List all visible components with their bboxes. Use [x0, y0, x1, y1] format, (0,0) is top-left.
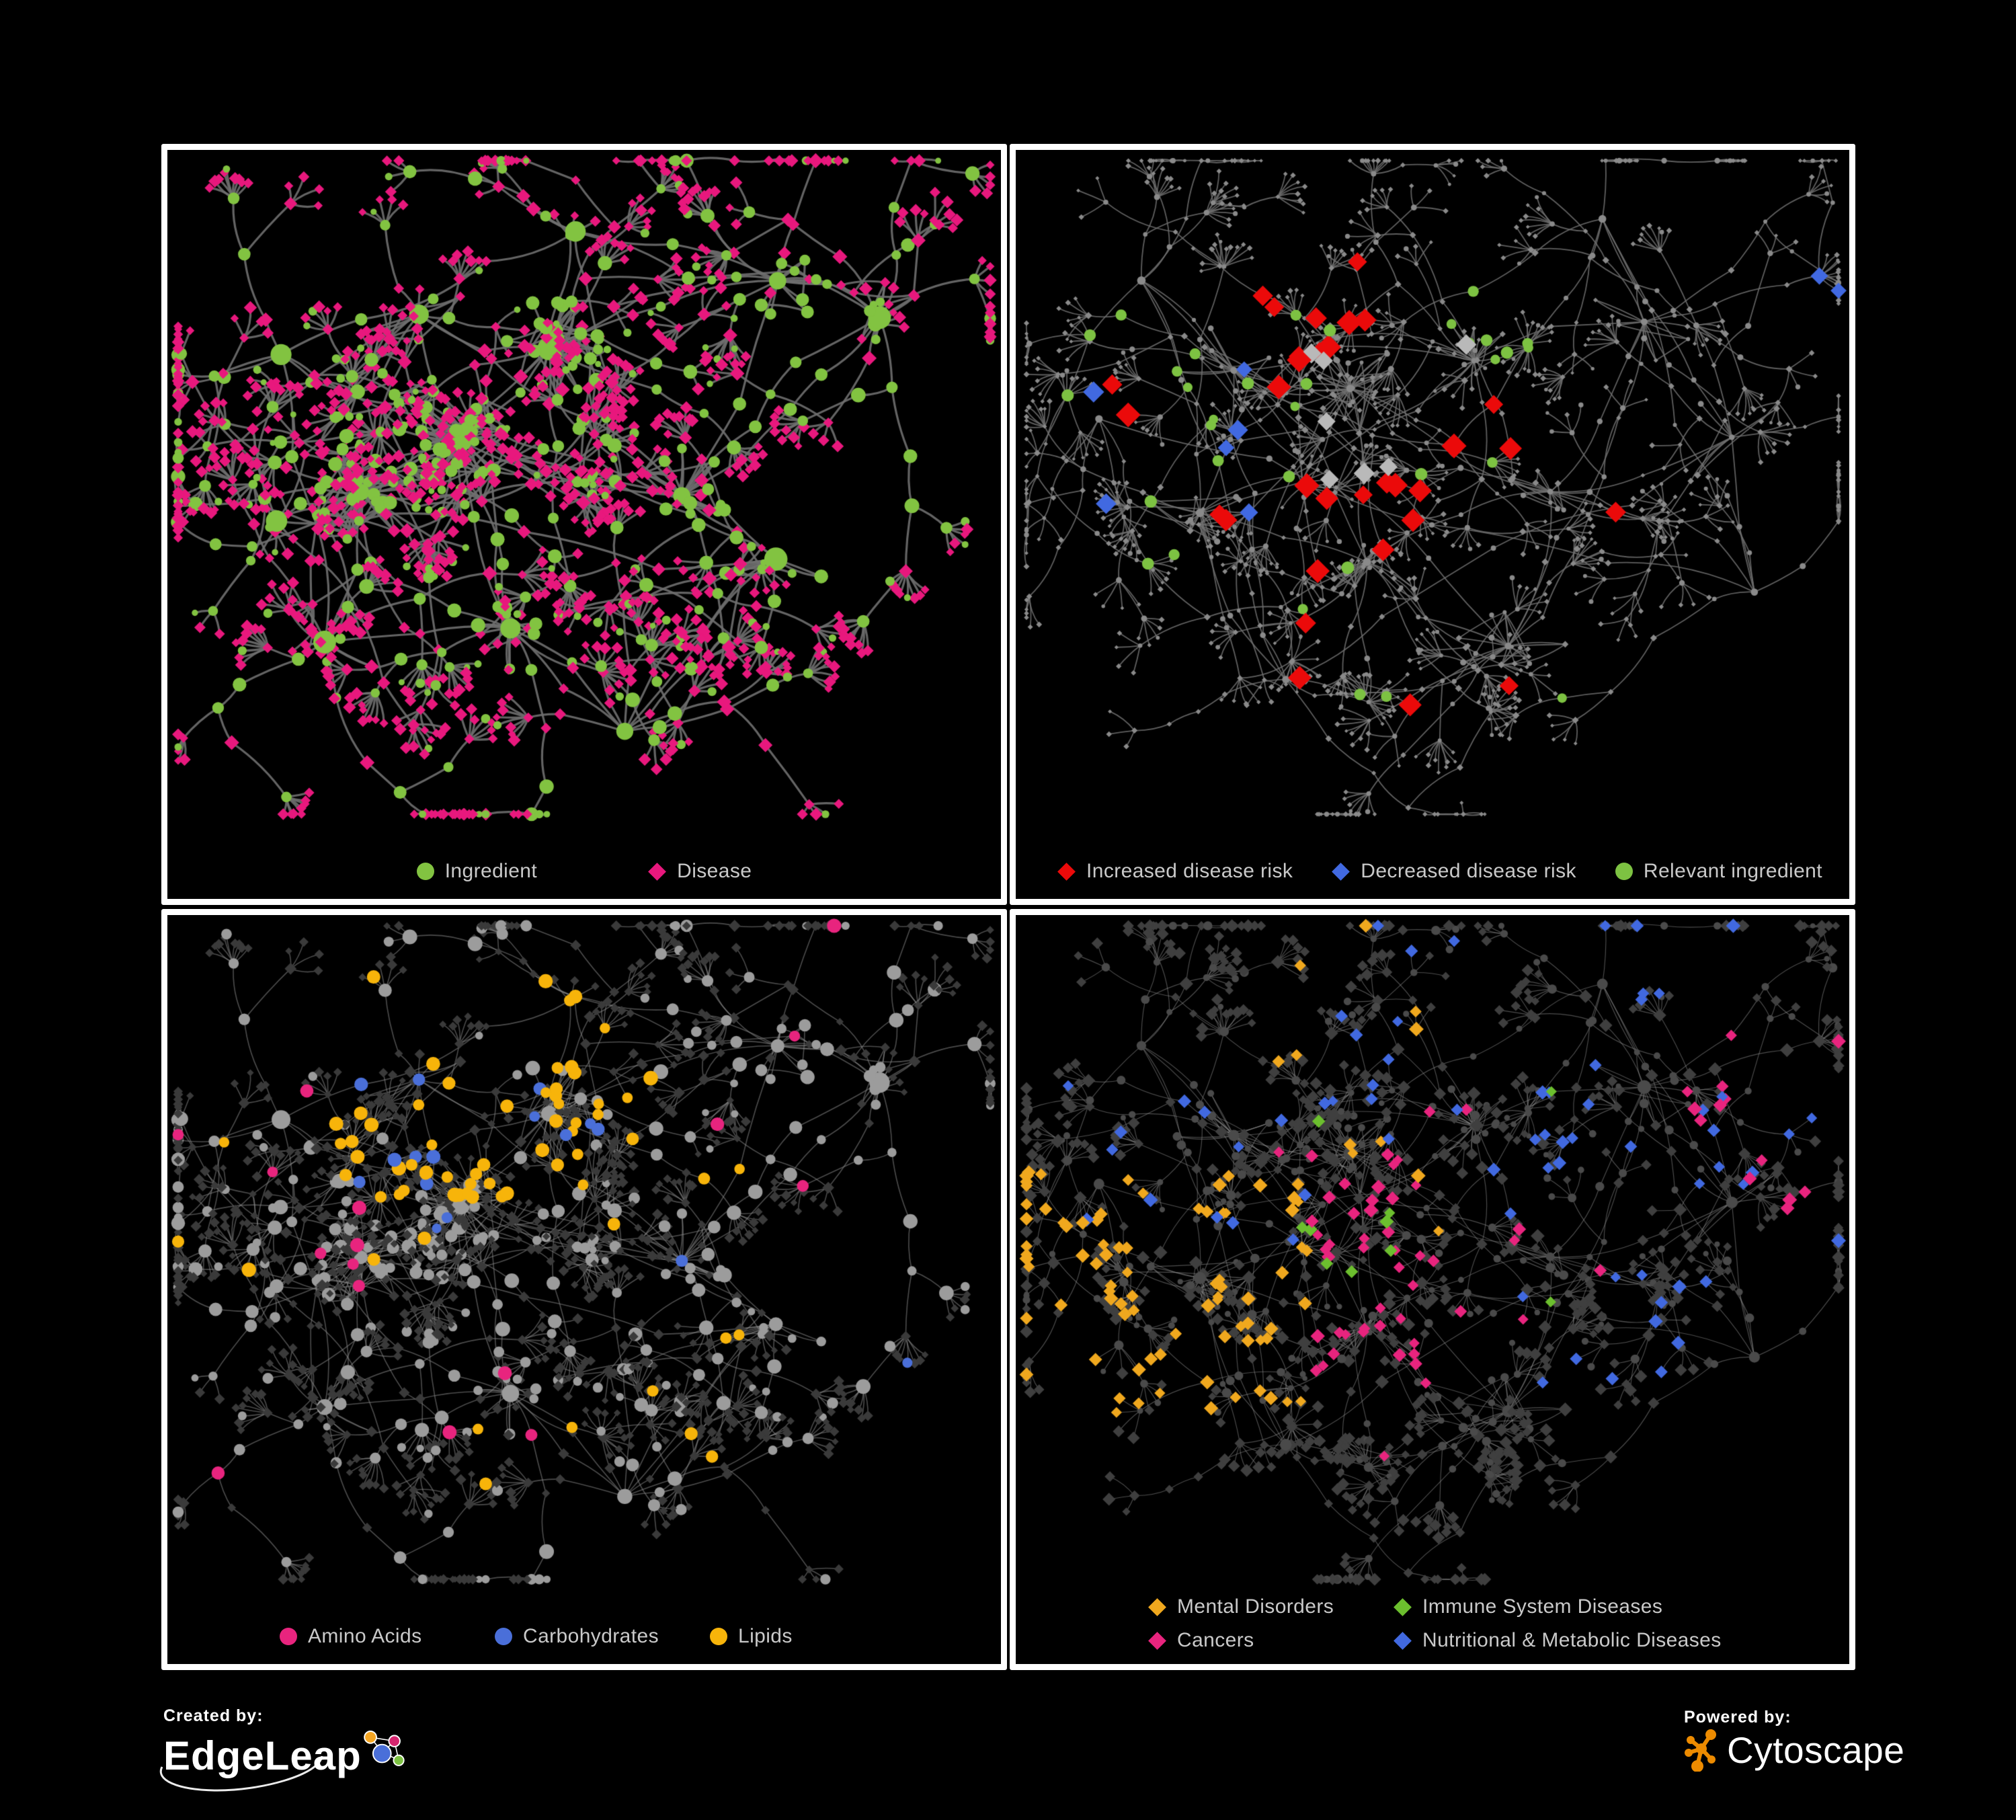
legend-nutrient-classes: Amino Acids Carbohydrates Lipids	[175, 1625, 993, 1648]
legend-item-amino-acids: Amino Acids	[280, 1625, 495, 1648]
legend-item-relevant-ingredient: Relevant ingredient	[1615, 860, 1822, 883]
circle-swatch	[416, 863, 434, 880]
legend-label: Carbohydrates	[523, 1625, 659, 1647]
circle-swatch	[710, 1628, 727, 1645]
legend-item-immune-system-diseases: Immune System Diseases	[1394, 1595, 1841, 1618]
legend-label: Immune System Diseases	[1422, 1595, 1663, 1618]
legend-disease-risk: Increased disease risk Decreased disease …	[1024, 860, 1841, 883]
diamond-swatch	[1394, 1597, 1412, 1616]
cytoscape-credit: Powered by: Cytoscape	[1684, 1708, 1904, 1772]
legend-item-ingredient: Ingredient	[416, 860, 538, 883]
edgeleap-logo-icon	[363, 1731, 405, 1766]
legend-item-decreased-disease-risk: Decreased disease risk	[1332, 860, 1576, 883]
panel-nutrient-classes: Amino Acids Carbohydrates Lipids	[161, 909, 1007, 1670]
network-graph-ingredient-disease	[167, 150, 1001, 825]
legend-item-mental-disorders: Mental Disorders	[1148, 1595, 1394, 1618]
legend-label: Relevant ingredient	[1643, 860, 1822, 882]
legend-disease-classes: Mental Disorders Immune System Diseases Ca…	[1024, 1595, 1841, 1652]
legend-label: Disease	[677, 860, 752, 882]
legend-ingredient-disease: Ingredient Disease	[175, 860, 993, 883]
legend-label: Increased disease risk	[1086, 860, 1293, 882]
created-by-label: Created by:	[163, 1706, 264, 1725]
diamond-swatch	[648, 862, 667, 881]
legend-label: Nutritional & Metabolic Diseases	[1422, 1629, 1722, 1651]
network-graph-disease-risk	[1016, 150, 1849, 825]
legend-label: Amino Acids	[308, 1625, 422, 1647]
legend-label: Mental Disorders	[1177, 1595, 1334, 1618]
cytoscape-logo-text: Cytoscape	[1727, 1729, 1905, 1771]
circle-swatch	[1615, 863, 1633, 880]
cytoscape-logo-icon	[1685, 1729, 1716, 1772]
panel-disease-classes: Mental Disorders Immune System Diseases Ca…	[1010, 909, 1855, 1670]
legend-item-nutritional-metabolic-diseases: Nutritional & Metabolic Diseases	[1394, 1629, 1841, 1652]
network-graph-disease-classes	[1016, 915, 1849, 1590]
panel-ingredient-disease: Ingredient Disease	[161, 144, 1007, 905]
diamond-swatch	[1057, 862, 1076, 881]
legend-label: Lipids	[738, 1625, 793, 1647]
legend-item-disease: Disease	[648, 860, 752, 883]
powered-by-label: Powered by:	[1684, 1708, 1791, 1727]
diamond-swatch	[1332, 862, 1350, 881]
diamond-swatch	[1394, 1631, 1412, 1650]
legend-label: Decreased disease risk	[1361, 860, 1576, 882]
edgeleap-logo-text: EdgeLeap	[163, 1733, 362, 1778]
edgeleap-swoosh	[159, 1755, 323, 1792]
diamond-swatch	[1148, 1597, 1166, 1616]
network-graph-nutrient-classes	[167, 915, 1001, 1590]
panel-disease-risk: Increased disease risk Decreased disease …	[1010, 144, 1855, 905]
circle-swatch	[495, 1628, 512, 1645]
legend-item-cancers: Cancers	[1148, 1629, 1394, 1652]
diamond-swatch	[1148, 1631, 1166, 1650]
circle-swatch	[280, 1628, 297, 1645]
legend-item-increased-disease-risk: Increased disease risk	[1057, 860, 1293, 883]
legend-item-carbohydrates: Carbohydrates	[495, 1625, 710, 1648]
edgeleap-credit: Created by: EdgeLeap	[159, 1706, 405, 1801]
legend-item-lipids: Lipids	[710, 1625, 925, 1648]
legend-label: Ingredient	[444, 860, 538, 882]
legend-label: Cancers	[1177, 1629, 1254, 1651]
